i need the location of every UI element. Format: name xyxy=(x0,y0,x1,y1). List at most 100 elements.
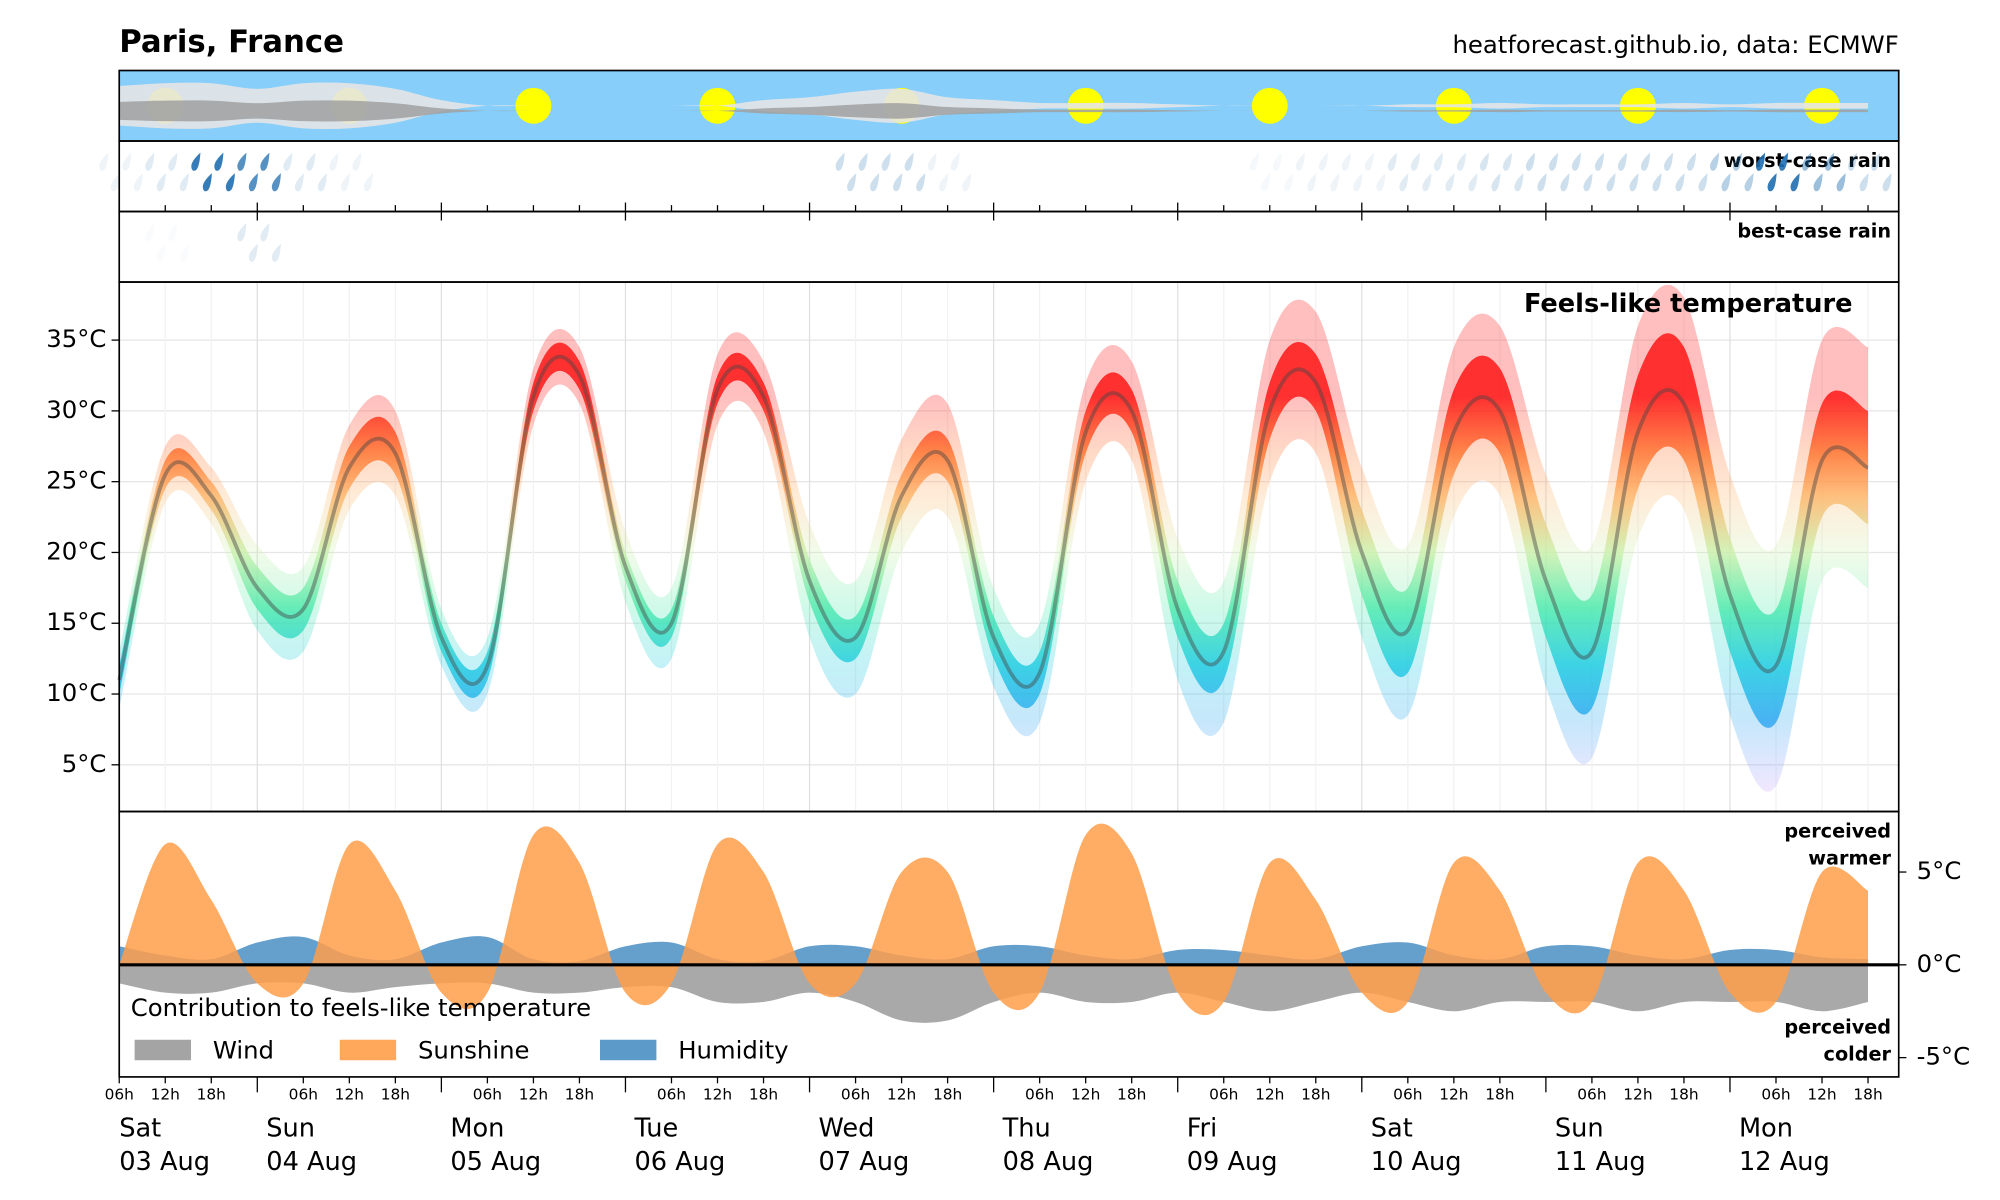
rain-drop xyxy=(271,243,281,262)
rain-drop xyxy=(1709,152,1720,171)
y-tick-label: 25°C xyxy=(46,466,106,495)
cloud-core xyxy=(119,100,1869,122)
rain-drop xyxy=(179,173,189,192)
x-tick-label: 06h xyxy=(289,1085,318,1103)
x-tick-label: 18h xyxy=(933,1085,962,1103)
rain-drops xyxy=(1387,152,1432,192)
day-label: 06 Aug xyxy=(634,1147,725,1177)
rain-drop xyxy=(1617,152,1628,171)
rain-drops xyxy=(1709,152,1754,192)
y-tick-label: 35°C xyxy=(46,324,106,353)
day-label: Thu xyxy=(1002,1113,1051,1143)
y-tick-label: 20°C xyxy=(46,536,106,565)
day-label: Wed xyxy=(819,1113,875,1143)
rain-drop xyxy=(363,173,374,192)
day-label: Sun xyxy=(266,1113,315,1143)
x-tick-label: 12h xyxy=(519,1085,548,1103)
legend-label: Humidity xyxy=(678,1035,788,1064)
contribution-area xyxy=(119,823,1869,1016)
rain-drop xyxy=(1767,173,1777,192)
rain-drop xyxy=(1732,152,1743,171)
rain-drop xyxy=(1675,173,1685,192)
rain-drop xyxy=(1686,152,1697,171)
rain-drops xyxy=(191,152,235,192)
rain-drop xyxy=(1629,173,1639,192)
rain-drop xyxy=(1422,173,1432,192)
x-tick-label: 18h xyxy=(1669,1085,1698,1103)
legend-swatch xyxy=(339,1039,397,1061)
rain-drop xyxy=(180,244,189,262)
rain-drop xyxy=(306,152,316,171)
rain-drops xyxy=(1755,152,1800,192)
rain-drop xyxy=(283,152,293,171)
rain-drop xyxy=(1859,173,1869,192)
rain-drop xyxy=(1548,152,1559,171)
rain-drop xyxy=(881,152,891,171)
rain-drop xyxy=(1537,173,1547,192)
panel-title: Feels-like temperature xyxy=(1524,289,1853,319)
rain-drops xyxy=(1848,152,1892,192)
x-tick-label: 06h xyxy=(1209,1085,1238,1103)
rain-drop xyxy=(1583,173,1593,192)
rain-drop xyxy=(1836,173,1846,192)
rain-drop xyxy=(1560,173,1570,192)
rain-drop xyxy=(157,244,166,262)
rain-drop xyxy=(1802,152,1812,171)
x-tick-label: 06h xyxy=(1025,1085,1054,1103)
day-label: 08 Aug xyxy=(1003,1147,1094,1177)
legend-swatch xyxy=(600,1039,657,1061)
rain-drop xyxy=(168,223,177,241)
rain-drops xyxy=(237,223,281,262)
y-tick-label: 15°C xyxy=(46,607,106,636)
rain-drop xyxy=(1387,152,1397,171)
rain-drop xyxy=(1284,173,1294,192)
day-label: 07 Aug xyxy=(819,1147,910,1177)
panel-label: best-case rain xyxy=(1737,220,1891,243)
x-tick-label: 12h xyxy=(335,1085,364,1103)
x-tick-label: 06h xyxy=(473,1085,502,1103)
rain-drop xyxy=(237,223,247,242)
panel-frame xyxy=(118,810,1900,1078)
day-label: Mon xyxy=(1739,1113,1793,1143)
rain-drop xyxy=(835,152,845,171)
y-tick-label: 5°C xyxy=(1917,856,1962,885)
rain-drops xyxy=(1433,152,1478,192)
rain-drop xyxy=(1376,173,1386,192)
x-tick-label: 18h xyxy=(1853,1085,1882,1103)
rain-drops xyxy=(1295,152,1340,192)
rain-drop xyxy=(340,173,350,192)
x-tick-label: 06h xyxy=(1393,1085,1422,1103)
rain-drop xyxy=(893,173,903,192)
day-label: 11 Aug xyxy=(1555,1147,1646,1177)
rain-drop xyxy=(1353,173,1363,192)
x-tick-label: 12h xyxy=(1071,1085,1100,1103)
annotation: warmer xyxy=(1808,846,1891,869)
rain-drop xyxy=(1456,152,1467,171)
rain-drop xyxy=(1468,173,1478,192)
x-tick-label: 18h xyxy=(197,1085,226,1103)
rain-drop xyxy=(168,152,178,171)
y-tick-label: -5°C xyxy=(1917,1042,1970,1071)
rain-drop xyxy=(1744,173,1754,192)
rain-drop xyxy=(1663,152,1674,171)
day-label: 04 Aug xyxy=(266,1147,357,1177)
rain-drop xyxy=(1606,173,1616,192)
x-tick-label: 12h xyxy=(703,1085,732,1103)
panel-frame xyxy=(118,140,1900,213)
legend-label: Sunshine xyxy=(418,1035,530,1064)
rain-drop xyxy=(271,173,281,192)
rain-drop xyxy=(1364,152,1374,171)
rain-drop xyxy=(1755,152,1766,171)
rain-drop xyxy=(1433,152,1443,171)
rain-drop xyxy=(1848,152,1858,171)
rain-drop xyxy=(1399,173,1409,192)
day-label: 12 Aug xyxy=(1739,1147,1830,1177)
rain-drops xyxy=(237,152,281,192)
rain-drop xyxy=(962,173,972,192)
outer-band xyxy=(119,284,1869,792)
chart-subtitle: heatforecast.github.io, data: ECMWF xyxy=(1452,30,1898,59)
y-tick-label: 0°C xyxy=(1917,949,1962,978)
rain-drops xyxy=(145,223,189,262)
rain-drop xyxy=(904,152,914,171)
